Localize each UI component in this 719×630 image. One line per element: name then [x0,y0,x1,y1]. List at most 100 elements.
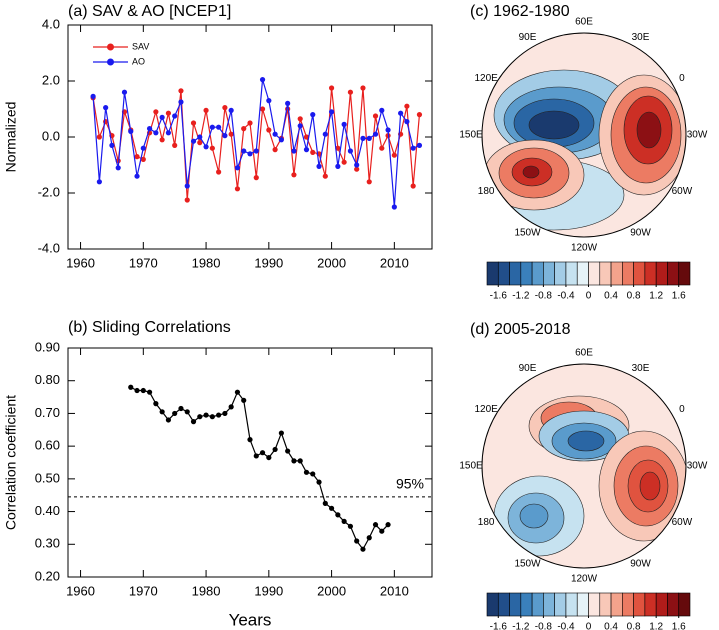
colorbar-box [588,592,601,617]
data-point [360,546,366,552]
y-tick-label: 0.30 [35,536,60,551]
data-point [216,124,222,130]
y-tick-label: 0.20 [35,568,60,583]
longitude-label: 180 [478,517,495,528]
data-point [372,522,379,528]
data-point [366,179,372,185]
data-point [322,500,328,506]
data-point [297,116,303,122]
longitude-label: 90E [519,32,537,43]
data-point [310,149,316,155]
data-point [241,148,247,154]
data-point [178,88,184,94]
colorbar-box [610,261,623,286]
longitude-label: 30E [632,32,650,43]
data-point [172,142,178,148]
data-point [184,409,190,415]
data-point [322,173,328,179]
x-tick-label: 1960 [66,583,95,598]
data-point [190,138,197,144]
data-point [416,142,423,148]
data-point [115,165,121,171]
colorbar-label: 0.8 [627,622,641,630]
data-point [259,450,266,456]
longitude-label: 60E [575,17,593,28]
longitude-label: 120E [474,73,498,84]
data-point [153,109,159,115]
colorbar-label: -0.8 [535,291,553,302]
data-point [347,89,354,95]
data-point [134,154,140,160]
data-point [291,172,297,178]
data-point [372,131,379,137]
colorbar-box [497,261,510,286]
data-point [140,156,146,162]
x-tick-label: 1960 [66,255,95,270]
data-point [197,140,203,146]
data-point [366,535,372,541]
map-field [482,33,686,237]
colorbar-box [576,261,589,286]
data-point [253,453,259,459]
data-point [285,100,291,106]
colorbar-label: -0.8 [535,622,553,630]
data-point [234,186,241,192]
data-point [172,113,178,119]
y-tick-label: 0.60 [35,438,60,453]
colorbar-box [509,261,522,286]
plot-frame [67,24,433,250]
data-point [153,130,159,136]
data-point [241,126,247,132]
data-point [203,144,209,150]
data-point [109,142,115,148]
data-point [404,103,410,109]
data-point [379,107,385,113]
colorbar-box [678,592,691,617]
y-tick-label: -4.0 [38,240,60,255]
data-point [303,147,310,153]
longitude-label: 30E [632,363,650,374]
data-point [216,412,222,418]
data-point [228,107,234,113]
data-point [303,134,310,140]
data-point [335,512,341,518]
colorbar-label: 1.6 [672,291,686,302]
longitude-label: 180 [478,186,495,197]
colorbar-box [644,592,657,617]
colorbar-label: 0 [586,291,592,302]
colorbar-label: 0.8 [627,291,641,302]
colorbar-label: 0 [586,622,592,630]
x-tick-label: 2000 [317,255,346,270]
colorbar-box [644,261,657,286]
data-point [203,412,209,418]
colorbar-box [576,592,589,617]
data-point [404,119,410,125]
longitude-label: 120W [571,574,598,585]
y-axis-label: Normalized [3,102,19,173]
colorbar-box [667,592,680,617]
data-point [140,145,146,151]
legend-label: SAV [132,41,149,51]
longitude-label: 30W [687,130,708,141]
data-point [385,522,391,528]
data-point [96,179,102,185]
data-point [222,410,228,417]
data-point [140,387,146,394]
longitude-label: 30W [687,461,708,472]
colorbar-label: -1.6 [490,291,508,302]
data-point [96,134,102,140]
colorbar-box [678,261,691,286]
data-point [266,454,272,461]
data-point [228,131,234,137]
longitude-label: 60W [672,186,693,197]
y-tick-label: 2.0 [42,72,60,87]
data-point [316,479,322,485]
data-point [165,110,172,116]
data-point [278,430,284,436]
y-tick-label: 0.40 [35,503,60,518]
x-tick-label: 1980 [192,583,221,598]
data-point [366,135,372,141]
colorbar-label: 1.6 [672,622,686,630]
